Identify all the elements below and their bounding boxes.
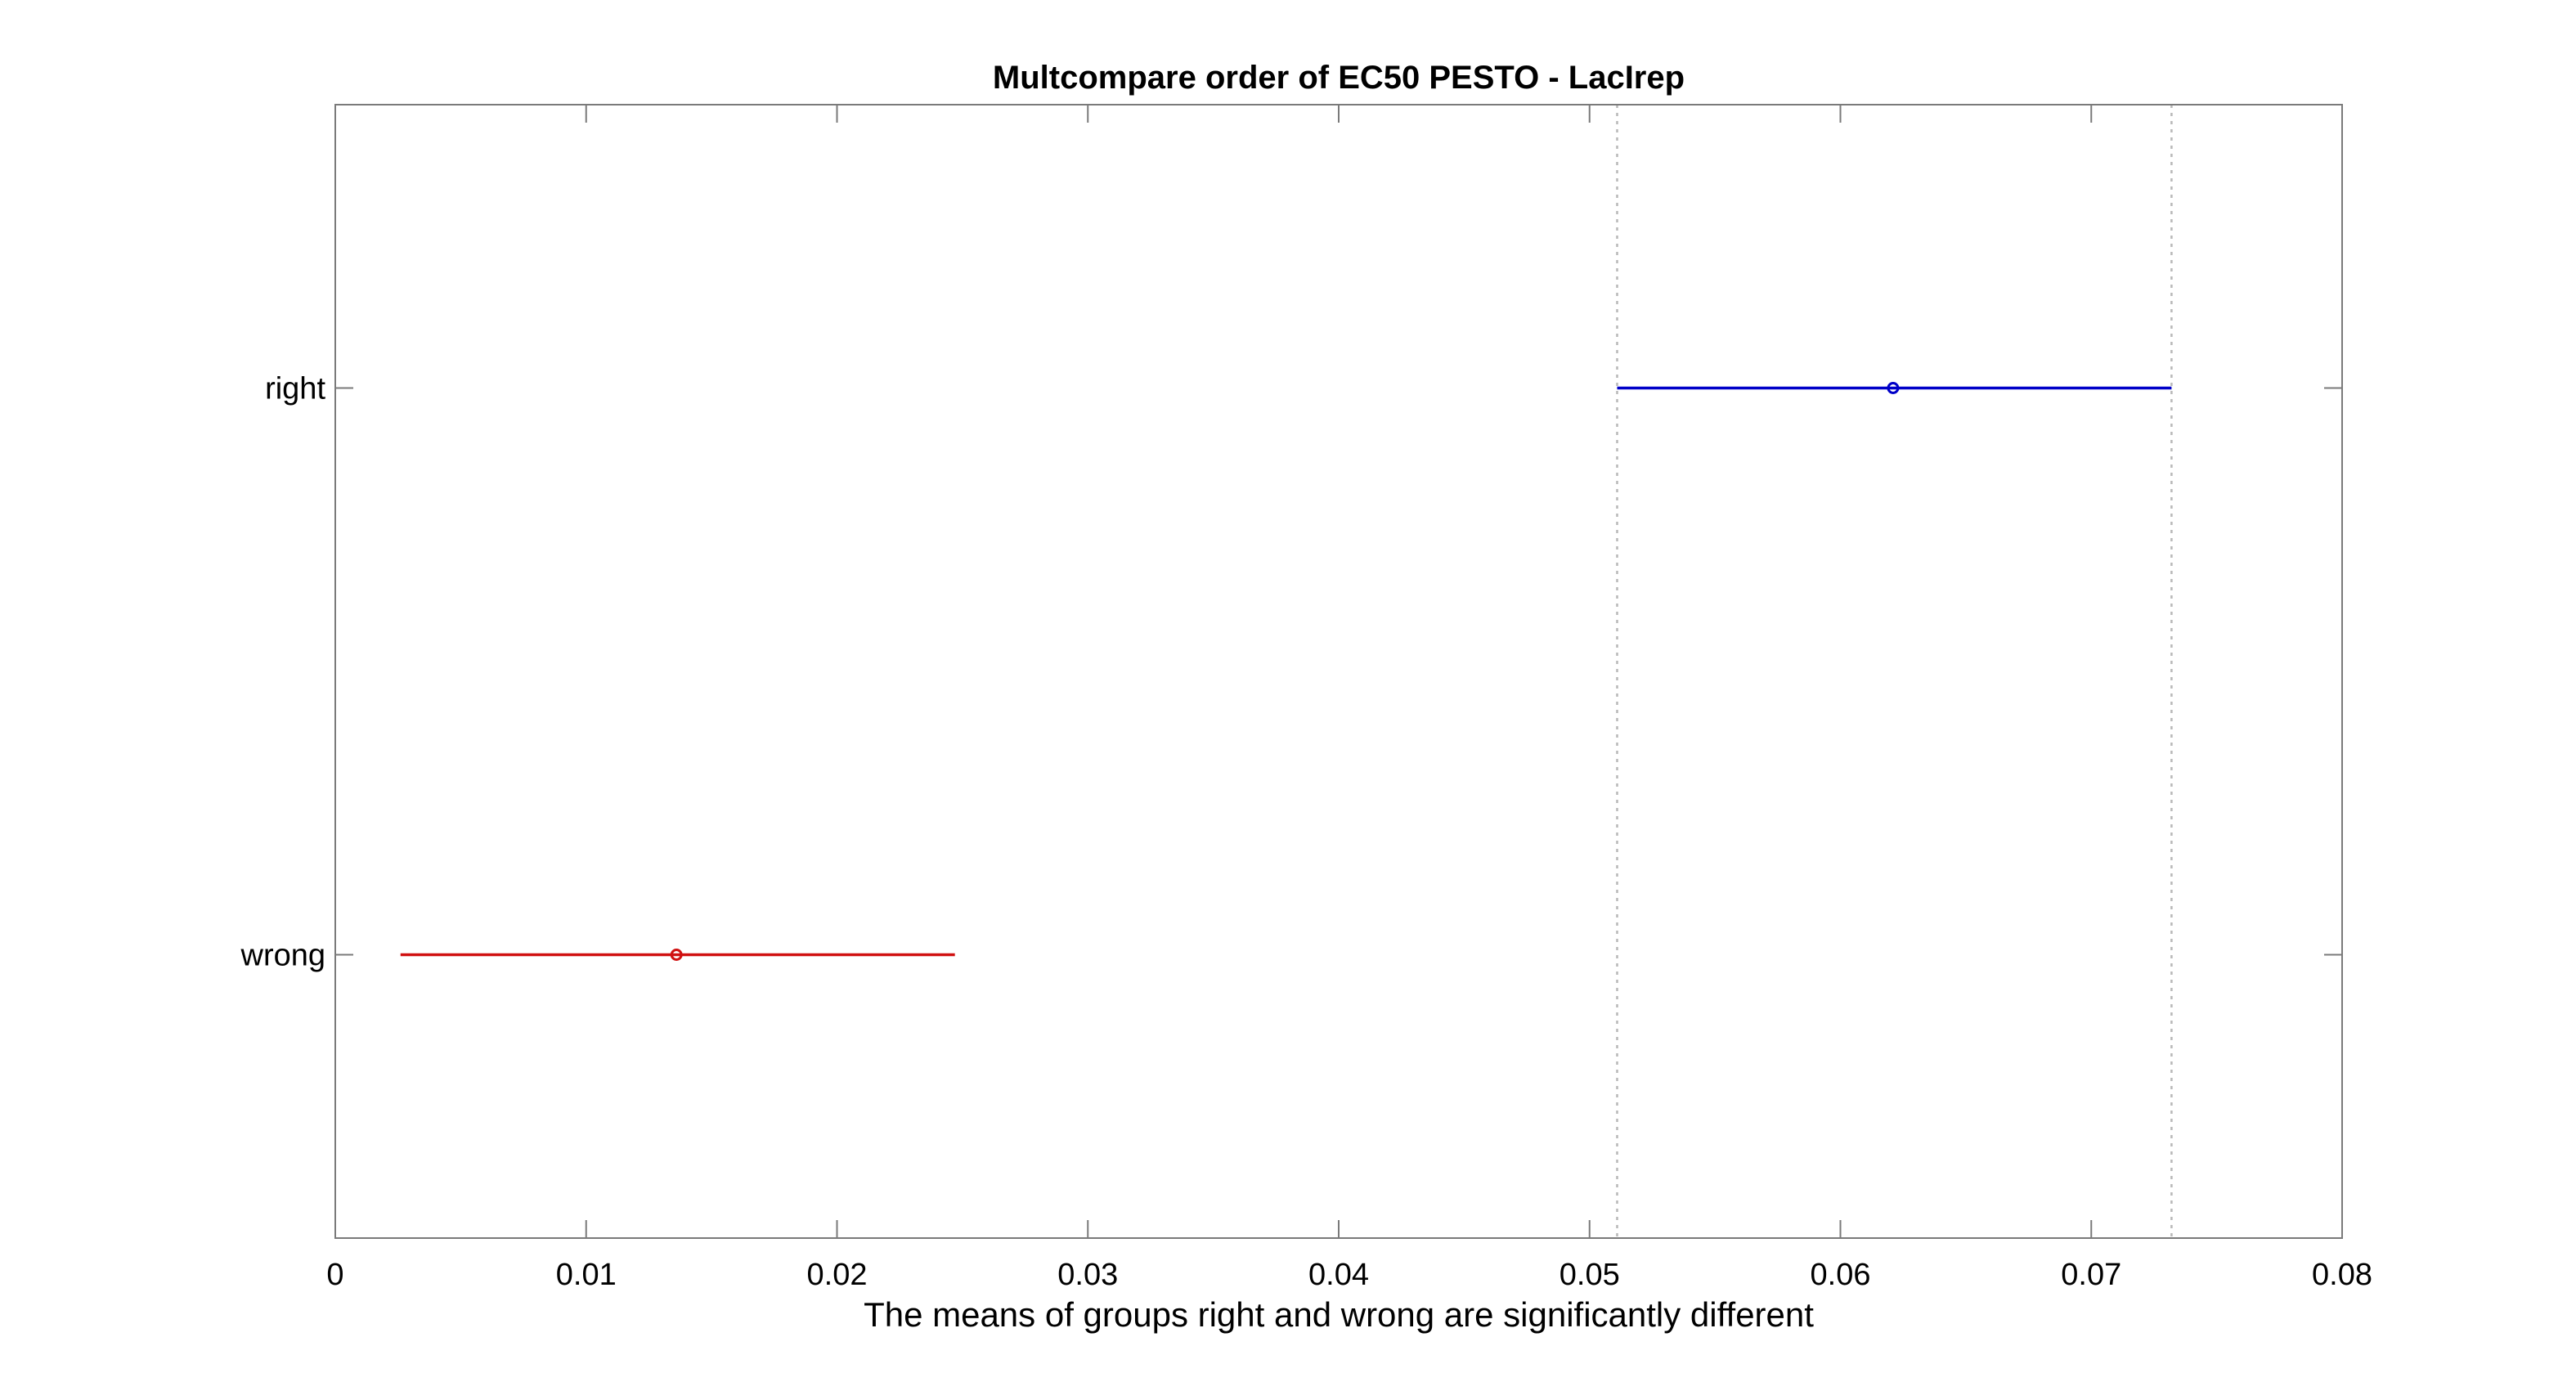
x-tick-label: 0.05 xyxy=(1560,1258,1620,1292)
x-axis-label: The means of groups right and wrong are … xyxy=(864,1295,1814,1334)
chart-title: Multcompare order of EC50 PESTO - LacIre… xyxy=(993,60,1685,96)
y-category-label-wrong: wrong xyxy=(240,939,326,973)
mean-marker-right xyxy=(1887,382,1900,394)
x-tick-label: 0.03 xyxy=(1057,1258,1118,1292)
y-category-label-right: right xyxy=(265,372,325,406)
x-tick-label: 0.01 xyxy=(556,1258,617,1292)
x-tick-label: 0.07 xyxy=(2061,1258,2121,1292)
axes-box xyxy=(334,104,2343,1239)
x-tick-label: 0.06 xyxy=(1811,1258,1871,1292)
x-tick-label: 0.04 xyxy=(1308,1258,1369,1292)
x-tick-label: 0.02 xyxy=(807,1258,868,1292)
plot-area: 0 0.01 0.02 0.03 0.04 0.05 0.06 0.07 0.08 right wr… xyxy=(240,104,2372,1292)
mean-marker-wrong xyxy=(670,949,683,961)
x-tick-label: 0.08 xyxy=(2312,1258,2372,1292)
x-tick-label: 0 xyxy=(326,1258,343,1292)
